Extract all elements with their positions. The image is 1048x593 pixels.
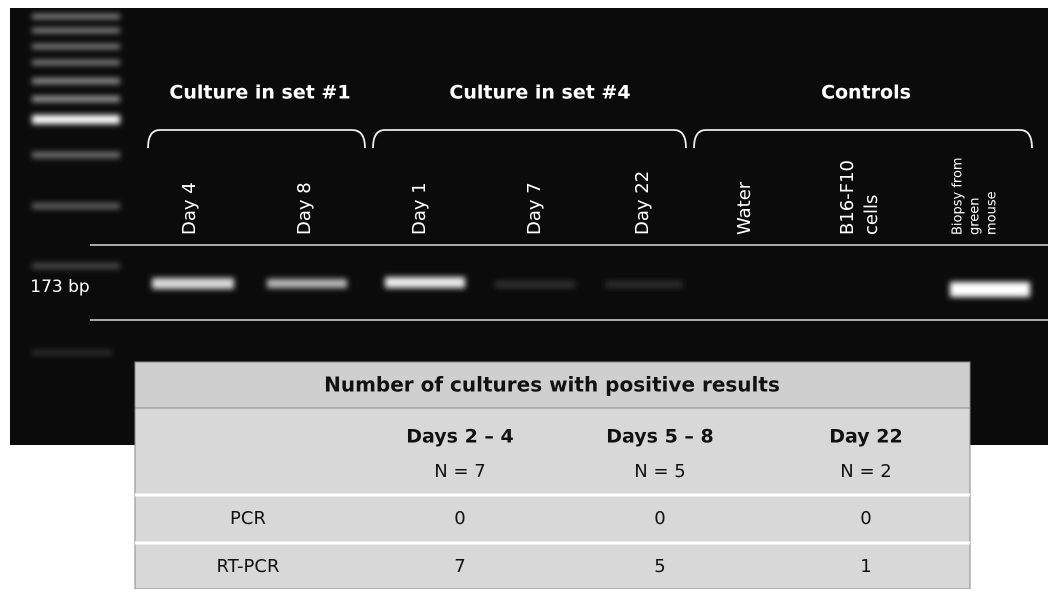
column-n: N = 5 [634,461,685,482]
lane-label: Water [734,181,755,235]
lane-label: green [968,197,983,235]
lane-label: Day 7 [524,182,545,235]
row-label: PCR [230,508,266,529]
row-label: RT-PCR [217,556,280,577]
figure: 173 bp Culture in set #1 Culture in set #… [0,0,1048,589]
lane-label: Day 1 [409,182,430,235]
lane-label: Day 4 [179,182,200,235]
band-label: 173 bp [30,277,89,297]
column-n: N = 2 [840,461,891,482]
column-header: Days 5 – 8 [606,426,714,448]
cell: 0 [654,508,665,529]
lane-label: Biopsy from [951,157,966,235]
results-table: Number of cultures with positive results… [135,362,970,589]
table-title: Number of cultures with positive results [324,373,780,397]
lane-label: mouse [985,191,1000,235]
cell: 1 [860,556,871,577]
cell: 0 [454,508,465,529]
cell: 7 [454,556,465,577]
cell: 5 [654,556,665,577]
group-label: Controls [821,82,911,104]
group-label: Culture in set #4 [449,82,630,104]
lane-label: B16-F10 [837,160,858,235]
lane-label: Day 8 [294,182,315,235]
column-n: N = 7 [434,461,485,482]
column-header: Days 2 – 4 [406,426,514,448]
cell: 0 [860,508,871,529]
column-header: Day 22 [829,426,902,448]
group-label: Culture in set #1 [169,82,350,104]
lane-label: cells [861,195,882,235]
lane-label: Day 22 [632,171,653,235]
page: 173 bp Culture in set #1 Culture in set #… [0,0,1048,593]
